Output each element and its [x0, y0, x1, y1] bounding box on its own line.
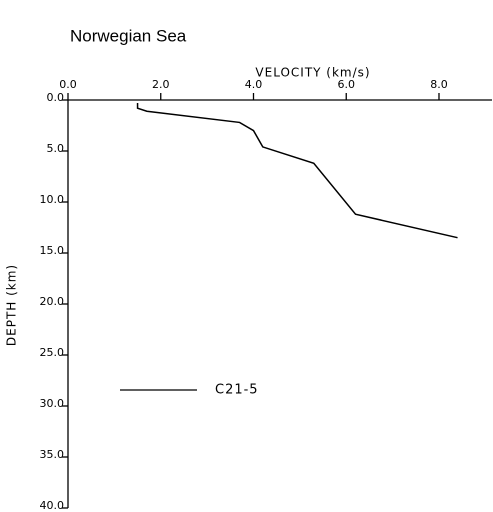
data-line [136, 103, 458, 239]
y-tick-label: 25.0 [40, 346, 65, 359]
y-axis-label: DEPTH (km) [5, 264, 19, 346]
x-tick-label: 0.0 [59, 78, 77, 91]
y-tick-label: 20.0 [40, 295, 65, 308]
y-tick-label: 35.0 [40, 448, 65, 461]
chart-title: Norwegian Sea [70, 26, 187, 45]
y-tick-label: 10.0 [40, 193, 65, 206]
x-axis-label: VELOCITY (km/s) [255, 66, 370, 80]
x-tick-label: 6.0 [337, 78, 355, 91]
y-tick-label: 5.0 [47, 142, 65, 155]
y-tick-label: 30.0 [40, 397, 65, 410]
y-tick-label: 0.0 [47, 91, 65, 104]
x-tick-label: 2.0 [152, 78, 170, 91]
legend-label: C21-5 [215, 383, 259, 398]
y-tick-label: 15.0 [40, 244, 65, 257]
x-tick-label: 4.0 [245, 78, 263, 91]
x-tick-label: 8.0 [430, 78, 448, 91]
y-tick-label: 40.0 [40, 499, 65, 512]
